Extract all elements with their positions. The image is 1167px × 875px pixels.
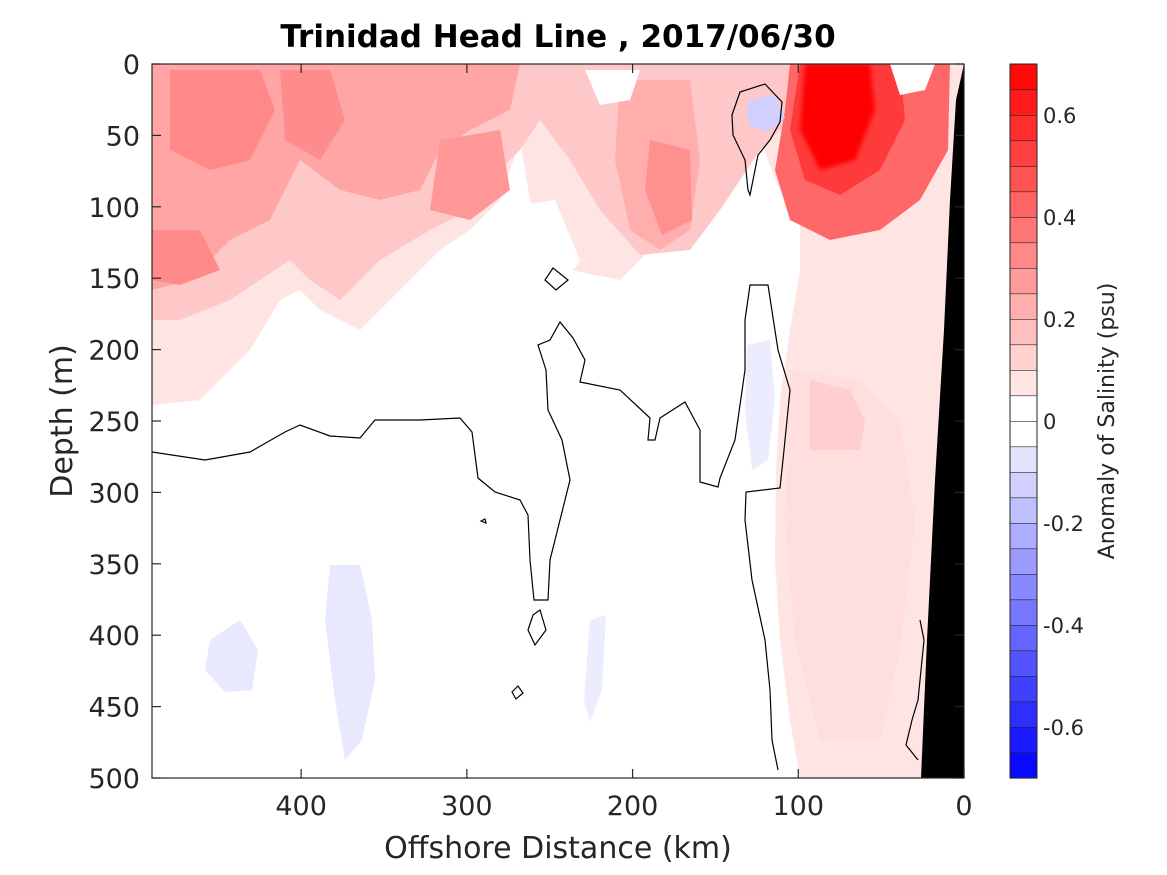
gap-white-2: [585, 70, 640, 105]
colorbar-segment: [1009, 63, 1038, 91]
colorbar-segment: [1009, 242, 1038, 269]
colorbar-segment: [1009, 624, 1038, 652]
colorbar-segment: [1009, 165, 1038, 193]
colorbar-segment: [1009, 267, 1038, 295]
y-tick-label: 500: [88, 764, 140, 795]
colorbar-segment: [1009, 216, 1038, 244]
colorbar-segment: [1009, 471, 1038, 499]
zero-contour-upper-eddy: [731, 83, 783, 198]
y-tick-label: 300: [88, 478, 140, 509]
zero-contour-coastal: [905, 619, 925, 761]
positive-band-inshore-deep: [785, 370, 915, 740]
x-tick-label: 300: [441, 791, 493, 822]
colorbar-tick-label: -0.4: [1043, 614, 1084, 638]
colorbar-tick-label: -0.2: [1043, 512, 1084, 536]
colorbar-segment: [1009, 89, 1038, 116]
zero-contour-small-3: [511, 685, 524, 700]
y-tick-label: 50: [106, 121, 140, 152]
colorbar-label: Anomaly of Salinity (psu): [1095, 283, 1120, 560]
y-tick-label: 150: [88, 264, 140, 295]
negative-region-nearshore-1: [745, 340, 775, 470]
x-axis-label: Offshore Distance (km): [384, 831, 732, 866]
colorbar: [1009, 63, 1038, 779]
zero-contour-small-1: [544, 267, 569, 291]
colorbar-segment: [1009, 726, 1038, 754]
colorbar-segment: [1009, 497, 1038, 524]
bathymetry-mask: [921, 64, 964, 778]
y-tick-label: 400: [88, 621, 140, 652]
x-tick-label: 200: [607, 791, 659, 822]
colorbar-segment: [1009, 293, 1038, 320]
zero-contour-main: [152, 284, 791, 771]
colorbar-segment: [1009, 701, 1038, 728]
colorbar-segment: [1009, 395, 1038, 422]
y-axis-ticks: 0 50 100 150 200 250 300 350 400 450 500: [88, 50, 964, 795]
colorbar-segment: [1009, 599, 1038, 626]
colorbar-segment: [1009, 191, 1038, 218]
negative-region-upper-eddy: [748, 95, 785, 132]
y-tick-label: 0: [123, 50, 140, 81]
surface-light-patch: [890, 64, 935, 95]
colorbar-segment: [1009, 369, 1038, 397]
colorbar-ticks: -0.6 -0.4 -0.2 0 0.2 0.4 0.6: [1043, 104, 1084, 740]
colorbar-segment: [1009, 140, 1038, 167]
x-tick-label: 400: [275, 791, 327, 822]
zero-contours: [152, 83, 925, 771]
colorbar-segment: [1009, 344, 1038, 371]
colorbar-segment: [1009, 573, 1038, 601]
colorbar-segment: [1009, 420, 1038, 448]
colorbar-segment: [1009, 114, 1038, 142]
zero-contour-small-4: [479, 518, 487, 524]
colorbar-tick-label: 0.2: [1043, 308, 1076, 332]
positive-core-central: [430, 130, 510, 220]
colorbar-segment: [1009, 318, 1038, 346]
zero-contour-small-2: [527, 609, 547, 647]
positive-band-inshore-deep-core: [810, 380, 865, 450]
positive-core-offshore-3: [152, 230, 220, 285]
colorbar-segment: [1009, 522, 1038, 550]
x-tick-label: 0: [955, 791, 972, 822]
colorbar-tick-label: 0.4: [1043, 206, 1076, 230]
colorbar-tick-label: 0.6: [1043, 104, 1076, 128]
positive-maximum-inshore-core: [800, 64, 875, 170]
y-axis-label: Depth (m): [45, 344, 80, 498]
negative-region-offshore-deep-2: [205, 620, 258, 692]
colorbar-segment: [1009, 675, 1038, 703]
y-tick-label: 100: [88, 193, 140, 224]
colorbar-frame: [1009, 63, 1038, 779]
colorbar-segment: [1009, 752, 1038, 779]
y-tick-label: 350: [88, 550, 140, 581]
chart-title: Trinidad Head Line , 2017/06/30: [280, 19, 835, 55]
x-axis-ticks: 400 300 200 100 0: [275, 64, 973, 822]
colorbar-segment: [1009, 650, 1038, 677]
colorbar-tick-label: 0: [1043, 410, 1056, 434]
y-tick-label: 250: [88, 407, 140, 438]
positive-core-offshore-2: [280, 70, 345, 160]
y-tick-label: 450: [88, 693, 140, 724]
negative-region-nearshore-2: [584, 615, 606, 722]
x-tick-label: 100: [773, 791, 825, 822]
positive-core-offshore-1: [170, 70, 275, 170]
colorbar-tick-label: -0.6: [1043, 716, 1084, 740]
negative-region-offshore-deep-1: [325, 565, 375, 760]
colorbar-segment: [1009, 446, 1038, 473]
anomaly-field: [152, 64, 964, 778]
colorbar-segment: [1009, 548, 1038, 575]
gap-white-1: [525, 200, 580, 300]
y-tick-label: 200: [88, 336, 140, 367]
positive-core-central-2: [645, 140, 692, 235]
